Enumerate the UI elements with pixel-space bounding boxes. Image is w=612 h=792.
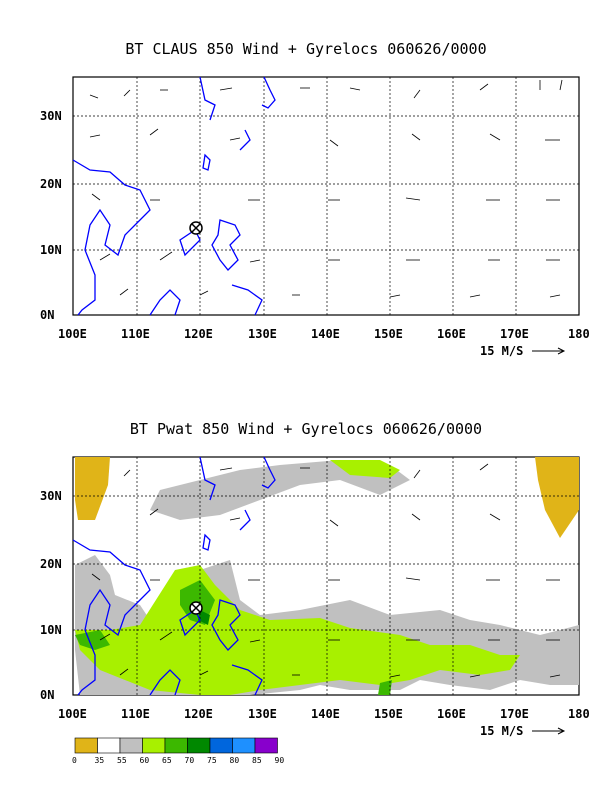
panel1-xtick-2: 120E bbox=[184, 327, 213, 341]
panel1-map: 0N 10N 20N 30N 100E 110E 120E 130E 140E … bbox=[40, 76, 590, 358]
panel1-wind-arrows bbox=[89, 79, 563, 298]
panel2-xtick-0: 100E bbox=[58, 707, 87, 721]
panel1-xtick-0: 100E bbox=[58, 327, 87, 341]
colorbar-swatch bbox=[164, 737, 188, 754]
panel2-xtick-8: 180 bbox=[568, 707, 590, 721]
panel2-xtick-5: 150E bbox=[374, 707, 403, 721]
colorbar-swatch bbox=[209, 737, 233, 754]
panel1-xtick-6: 160E bbox=[437, 327, 466, 341]
colorbar-label: 55 bbox=[117, 756, 127, 765]
panel2-map: 0N 10N 20N 30N 100E 110E 120E 130E 140E … bbox=[40, 456, 590, 765]
panel2-ytick-1: 10N bbox=[40, 623, 62, 637]
panel1-scale-label: 15 M/S bbox=[480, 344, 523, 358]
colorbar-label: 0 bbox=[72, 756, 77, 765]
panel1-xtick-8: 180 bbox=[568, 327, 590, 341]
panel2-grid bbox=[73, 457, 579, 695]
panel1-xtick-1: 110E bbox=[121, 327, 150, 341]
panel1-grid bbox=[73, 77, 579, 315]
colorbar-label: 65 bbox=[162, 756, 172, 765]
panel1-ytick-1: 10N bbox=[40, 243, 62, 257]
panel2-xtick-2: 120E bbox=[184, 707, 213, 721]
panel2-xtick-4: 140E bbox=[311, 707, 340, 721]
colorbar-label: 80 bbox=[230, 756, 240, 765]
colorbar-label: 85 bbox=[252, 756, 262, 765]
panel1-frame bbox=[72, 76, 580, 316]
panel2-coastline bbox=[72, 456, 276, 696]
panel2-wind-arrows bbox=[91, 463, 561, 678]
colorbar-swatch bbox=[119, 737, 143, 754]
panel1-xtick-4: 140E bbox=[311, 327, 340, 341]
colorbar-swatch bbox=[232, 737, 256, 754]
colorbar: 0 35 55 60 65 70 75 80 85 90 bbox=[72, 737, 285, 765]
colorbar-swatch bbox=[74, 737, 98, 754]
panel1-ytick-0: 0N bbox=[40, 308, 54, 322]
colorbar-label: 70 bbox=[185, 756, 195, 765]
panel1-ytick-2: 20N bbox=[40, 177, 62, 191]
panel1-title: BT CLAUS 850 Wind + Gyrelocs 060626/0000 bbox=[125, 40, 487, 58]
colorbar-label: 35 bbox=[95, 756, 105, 765]
panel2-xtick-7: 170E bbox=[500, 707, 529, 721]
panel2-scale-arrow bbox=[532, 727, 566, 735]
panel2-gyre-marker bbox=[189, 601, 203, 615]
panel1-gyre-marker bbox=[189, 221, 203, 235]
panel2-xtick-1: 110E bbox=[121, 707, 150, 721]
panel2-scale-label: 15 M/S bbox=[480, 724, 523, 738]
colorbar-swatch bbox=[254, 737, 278, 754]
colorbar-swatch bbox=[142, 737, 166, 754]
panel2-ytick-3: 30N bbox=[40, 489, 62, 503]
panel2-ytick-2: 20N bbox=[40, 557, 62, 571]
colorbar-swatch bbox=[187, 737, 211, 754]
panel2-xtick-3: 130E bbox=[248, 707, 277, 721]
panel1-coastline bbox=[72, 76, 276, 316]
panel1-xtick-3: 130E bbox=[248, 327, 277, 341]
colorbar-label: 90 bbox=[275, 756, 285, 765]
panel1-scale-arrow bbox=[532, 347, 566, 355]
panel2-title: BT Pwat 850 Wind + Gyrelocs 060626/0000 bbox=[129, 420, 483, 438]
panel2-ytick-0: 0N bbox=[40, 688, 54, 702]
colorbar-label: 75 bbox=[207, 756, 217, 765]
colorbar-label: 60 bbox=[140, 756, 150, 765]
panel1-xtick-5: 150E bbox=[374, 327, 403, 341]
panel1-ytick-3: 30N bbox=[40, 109, 62, 123]
panel1-xtick-7: 170E bbox=[500, 327, 529, 341]
colorbar-swatch bbox=[97, 737, 121, 754]
panel2-xtick-6: 160E bbox=[437, 707, 466, 721]
